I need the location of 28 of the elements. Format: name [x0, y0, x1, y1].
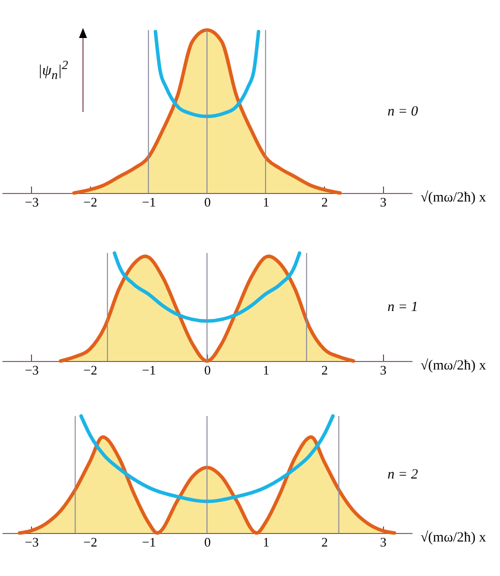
x-tick-label: −3	[24, 362, 39, 378]
x-tick-label: 1	[262, 194, 270, 210]
x-tick-label: −2	[83, 362, 98, 378]
annotation: n = 0	[388, 104, 418, 120]
x-tick-label: 1	[262, 534, 270, 550]
x-tick-label: −3	[24, 194, 39, 210]
x-tick-label: 2	[321, 194, 328, 210]
annotation: n = 2	[388, 468, 418, 482]
y-axis-title: |ψ$_{n}$|$^{2}$	[38, 58, 68, 83]
x-tick-label: 3	[380, 534, 386, 550]
x-axis-title: √(mω/2ħ) x	[420, 530, 486, 546]
x-tick-label: −3	[24, 534, 39, 550]
annotation: n = 1	[388, 300, 418, 315]
x-tick-label: −2	[83, 534, 98, 550]
x-tick-label: 1	[262, 362, 270, 378]
x-tick-label: 0	[204, 194, 211, 210]
x-tick-label: 0	[204, 362, 211, 378]
x-tick-label: −1	[142, 362, 156, 378]
x-axis-title: √(mω/2ħ) x	[420, 358, 486, 374]
x-axis-title: √(mω/2ħ) x	[420, 190, 486, 206]
x-tick-label: −1	[142, 194, 156, 210]
x-tick-label: 3	[380, 194, 386, 210]
x-tick-label: 0	[204, 534, 211, 550]
x-tick-label: −2	[83, 194, 98, 210]
x-tick-label: 2	[321, 534, 328, 550]
x-tick-label: 3	[380, 362, 386, 378]
x-tick-label: 2	[321, 362, 328, 378]
x-tick-label: −1	[142, 534, 156, 550]
